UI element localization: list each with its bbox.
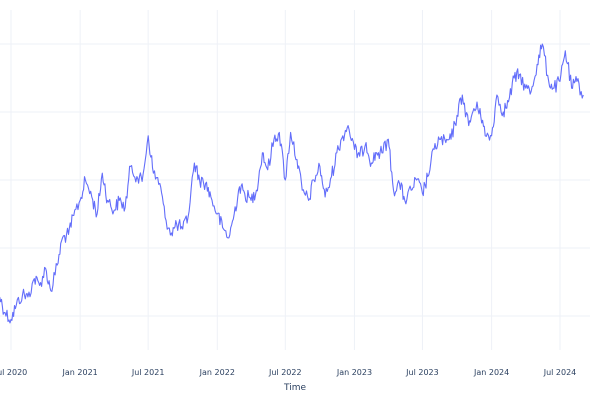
x-axis-title: Time bbox=[283, 383, 306, 393]
x-tick-label: Jul 2024 bbox=[543, 368, 577, 377]
x-tick-label: Jul 2023 bbox=[405, 368, 439, 377]
x-tick-label: Jan 2023 bbox=[336, 368, 372, 377]
x-tick-label: Jul 2021 bbox=[131, 368, 165, 377]
series-layer bbox=[0, 43, 584, 324]
grid bbox=[0, 10, 590, 350]
x-tick-label: Jan 2024 bbox=[473, 368, 509, 377]
x-axis-ticks: Jul 2020 Jan 2021 Jul 2021 Jan 2022 Jul 2022… bbox=[0, 368, 576, 377]
x-tick-label: Jan 2022 bbox=[199, 368, 235, 377]
series-line bbox=[0, 43, 584, 324]
x-tick-label: Jul 2022 bbox=[268, 368, 302, 377]
x-tick-label: Jan 2021 bbox=[62, 368, 98, 377]
x-tick-label: Jul 2020 bbox=[0, 368, 27, 377]
